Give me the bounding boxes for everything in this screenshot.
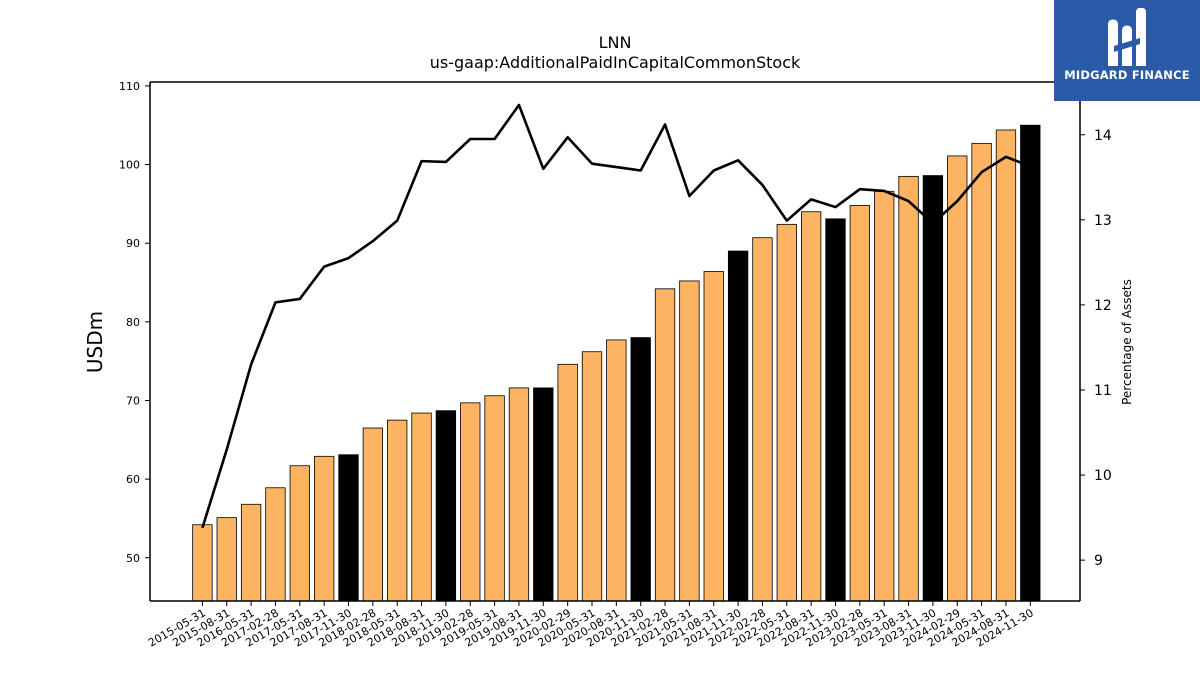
chart-title: LNN xyxy=(599,33,632,52)
bar-2022-05-31 xyxy=(776,223,797,602)
bars xyxy=(192,124,1041,602)
right-tick-label: 14 xyxy=(1094,128,1112,144)
left-tick-label: 60 xyxy=(126,473,140,486)
bar-2022-11-30 xyxy=(825,218,846,602)
bar-2022-02-28 xyxy=(752,237,773,602)
bar-2018-05-31 xyxy=(387,419,408,602)
percentage-of-assets-line xyxy=(201,103,1031,529)
left-tick-label: 100 xyxy=(119,159,140,172)
bar-2024-05-31 xyxy=(971,142,992,602)
bar-2020-05-31 xyxy=(581,351,603,602)
bar-2017-08-31 xyxy=(313,455,335,602)
bar-2015-05-31 xyxy=(192,524,213,602)
right-tick-label: 13 xyxy=(1094,213,1112,229)
left-tick-label: 90 xyxy=(126,237,140,250)
bar-2024-11-30 xyxy=(1020,124,1041,602)
axes xyxy=(149,81,1081,602)
logo-text: MIDGARD FINANCE xyxy=(1064,68,1190,82)
bar-2023-02-28 xyxy=(849,205,870,602)
brand-logo: MIDGARD FINANCE xyxy=(1054,0,1200,101)
right-tick-label: 11 xyxy=(1094,383,1112,399)
bar-2022-08-31 xyxy=(801,211,822,602)
y-axis-label: USDm xyxy=(83,311,107,373)
bar-2015-08-31 xyxy=(216,517,237,602)
bar-2018-08-31 xyxy=(411,412,432,602)
bar-2018-11-30 xyxy=(435,410,457,602)
x-axis-ticks: 2015-05-312015-08-312016-05-312017-02-28… xyxy=(146,601,1036,650)
bar-2019-05-31 xyxy=(484,395,505,602)
bar-2023-08-31 xyxy=(898,175,919,602)
left-axis-ticks: 50 60 70 80 90 100 110 xyxy=(119,80,150,565)
bar-2020-02-29 xyxy=(557,363,578,602)
bar-2019-11-30 xyxy=(533,387,554,602)
left-tick-label: 50 xyxy=(126,552,140,565)
bar-2023-11-30 xyxy=(922,175,944,602)
bar-2018-02-28 xyxy=(362,427,384,602)
bar-2024-08-31 xyxy=(995,129,1017,602)
bar-2024-02-29 xyxy=(947,155,968,602)
bar-2023-05-31 xyxy=(874,190,895,602)
bar-2020-08-31 xyxy=(606,339,627,602)
bar-2019-08-31 xyxy=(508,387,530,602)
left-tick-label: 110 xyxy=(119,80,140,93)
bar-2017-05-31 xyxy=(289,465,310,602)
left-tick-label: 80 xyxy=(126,316,140,329)
bar-2020-11-30 xyxy=(630,337,651,602)
bar-2021-02-28 xyxy=(654,288,676,602)
logo-mark-icon xyxy=(1108,8,1146,66)
percentage-line-layer xyxy=(201,103,1031,529)
bar-2017-02-28 xyxy=(265,487,286,602)
bar-2021-11-30 xyxy=(727,250,749,602)
bar-2017-11-30 xyxy=(338,454,359,602)
left-tick-label: 70 xyxy=(126,394,140,407)
bar-2021-05-31 xyxy=(679,280,700,602)
bar-2016-05-31 xyxy=(240,503,262,602)
right-tick-label: 10 xyxy=(1094,468,1112,484)
right-axis-ticks: 9 10 11 12 13 14 xyxy=(1080,128,1112,569)
bar-2021-08-31 xyxy=(703,271,724,602)
y2-axis-label: Percentage of Assets xyxy=(1120,279,1134,405)
right-tick-label: 12 xyxy=(1094,298,1112,314)
bar-2019-02-28 xyxy=(460,402,481,602)
chart-subtitle: us-gaap:AdditionalPaidInCapitalCommonSto… xyxy=(430,53,801,72)
right-tick-label: 9 xyxy=(1094,553,1103,569)
